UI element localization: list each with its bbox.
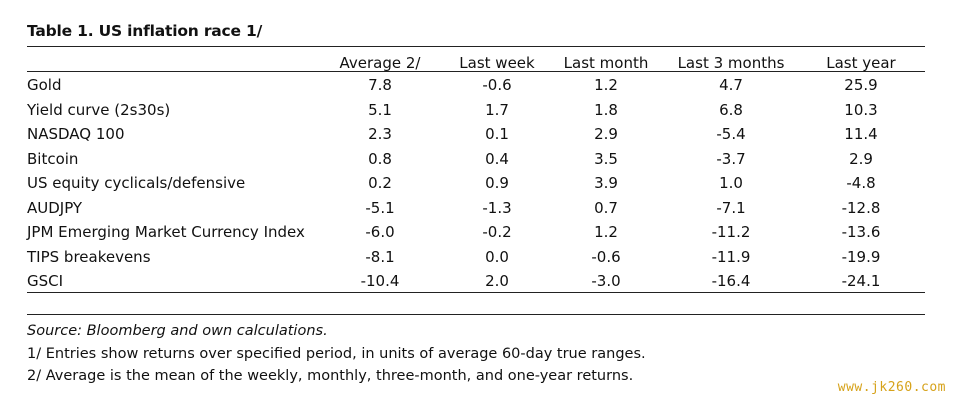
cell-last-month: 1.2 [594,76,618,95]
cell-average: 2.3 [368,125,392,144]
cell-last-3-months: -5.4 [716,125,746,144]
cell-average: -5.1 [365,198,395,217]
cell-last-week: 0.4 [485,149,509,168]
header-rule [27,71,925,72]
cell-last-week: -0.2 [482,223,512,242]
cell-last-week: -0.6 [482,76,512,95]
row-label: NASDAQ 100 [27,125,125,144]
cell-average: 0.8 [368,149,392,168]
header-row: Average 2/ Last week Last month Last 3 m… [27,46,925,73]
footnote-1: 1/ Entries show returns over specified p… [27,345,646,362]
cell-last-year: -24.1 [841,272,881,291]
cell-last-3-months: -11.2 [711,223,751,242]
cell-last-week: -1.3 [482,198,512,217]
cell-last-year: 10.3 [844,100,878,119]
cell-last-year: -19.9 [841,247,881,266]
column-header-last-week: Last week [459,54,535,72]
row-label: Bitcoin [27,149,79,168]
table-row: JPM Emerging Market Currency Index -6.0 -0… [27,220,925,245]
cell-average: -10.4 [360,272,400,291]
row-label: US equity cyclicals/defensive [27,174,246,193]
cell-average: 5.1 [368,100,392,119]
cell-last-3-months: -7.1 [716,198,746,217]
cell-last-3-months: 4.7 [719,76,743,95]
table-row: Yield curve (2s30s) 5.1 1.7 1.8 6.8 10.3 [27,98,925,123]
row-label: AUDJPY [27,198,83,217]
inflation-race-table: Average 2/ Last week Last month Last 3 m… [27,46,925,294]
cell-last-week: 0.1 [485,125,509,144]
cell-last-year: -4.8 [846,174,876,193]
row-label: TIPS breakevens [27,247,151,266]
cell-average: -8.1 [365,247,395,266]
cell-average: 7.8 [368,76,392,95]
cell-last-year: 11.4 [844,125,878,144]
cell-average: -6.0 [365,223,395,242]
column-header-average: Average 2/ [339,54,421,72]
cell-last-3-months: 6.8 [719,100,743,119]
cell-last-year: 2.9 [849,149,873,168]
column-header-label [27,46,313,73]
table-row: Gold 7.8 -0.6 1.2 4.7 25.9 [27,73,925,98]
table-title: Table 1. US inflation race 1/ [27,22,263,40]
cell-last-month: 1.2 [594,223,618,242]
cell-last-month: 2.9 [594,125,618,144]
column-header-last-3-months: Last 3 months [677,54,785,72]
cell-last-3-months: 1.0 [719,174,743,193]
cell-last-year: -12.8 [841,198,881,217]
notes-rule [27,314,925,315]
cell-average: 0.2 [368,174,392,193]
cell-last-year: -13.6 [841,223,881,242]
cell-last-month: 1.8 [594,100,618,119]
table-row: Bitcoin 0.8 0.4 3.5 -3.7 2.9 [27,147,925,172]
column-header-last-month: Last month [563,54,649,72]
table-row: TIPS breakevens -8.1 0.0 -0.6 -11.9 -19.9 [27,245,925,270]
cell-last-month: 0.7 [594,198,618,217]
row-label: GSCI [27,272,64,291]
source-note: Source: Bloomberg and own calculations. [27,323,328,339]
cell-last-3-months: -11.9 [711,247,751,266]
cell-last-3-months: -3.7 [716,149,746,168]
cell-last-week: 1.7 [485,100,509,119]
row-label: Gold [27,76,62,95]
table-row: NASDAQ 100 2.3 0.1 2.9 -5.4 11.4 [27,122,925,147]
watermark: www.jk260.com [837,380,946,395]
row-label: JPM Emerging Market Currency Index [27,223,305,242]
footnote-2: 2/ Average is the mean of the weekly, mo… [27,368,634,384]
table-notes: Source: Bloomberg and own calculations. … [27,320,646,388]
table-row: AUDJPY -5.1 -1.3 0.7 -7.1 -12.8 [27,196,925,221]
cell-last-3-months: -16.4 [711,272,751,291]
cell-last-month: 3.5 [594,149,618,168]
cell-last-month: 3.9 [594,174,618,193]
top-rule [27,46,925,47]
cell-last-week: 0.9 [485,174,509,193]
table-row: US equity cyclicals/defensive 0.2 0.9 3.9 1.… [27,171,925,196]
table-row: GSCI -10.4 2.0 -3.0 -16.4 -24.1 [27,269,925,294]
cell-last-week: 0.0 [485,247,509,266]
cell-last-month: -0.6 [591,247,621,266]
row-label: Yield curve (2s30s) [27,100,171,119]
column-header-last-year: Last year [826,54,896,72]
cell-last-week: 2.0 [485,272,509,291]
cell-last-year: 25.9 [844,76,878,95]
bottom-rule [27,292,925,293]
cell-last-month: -3.0 [591,272,621,291]
